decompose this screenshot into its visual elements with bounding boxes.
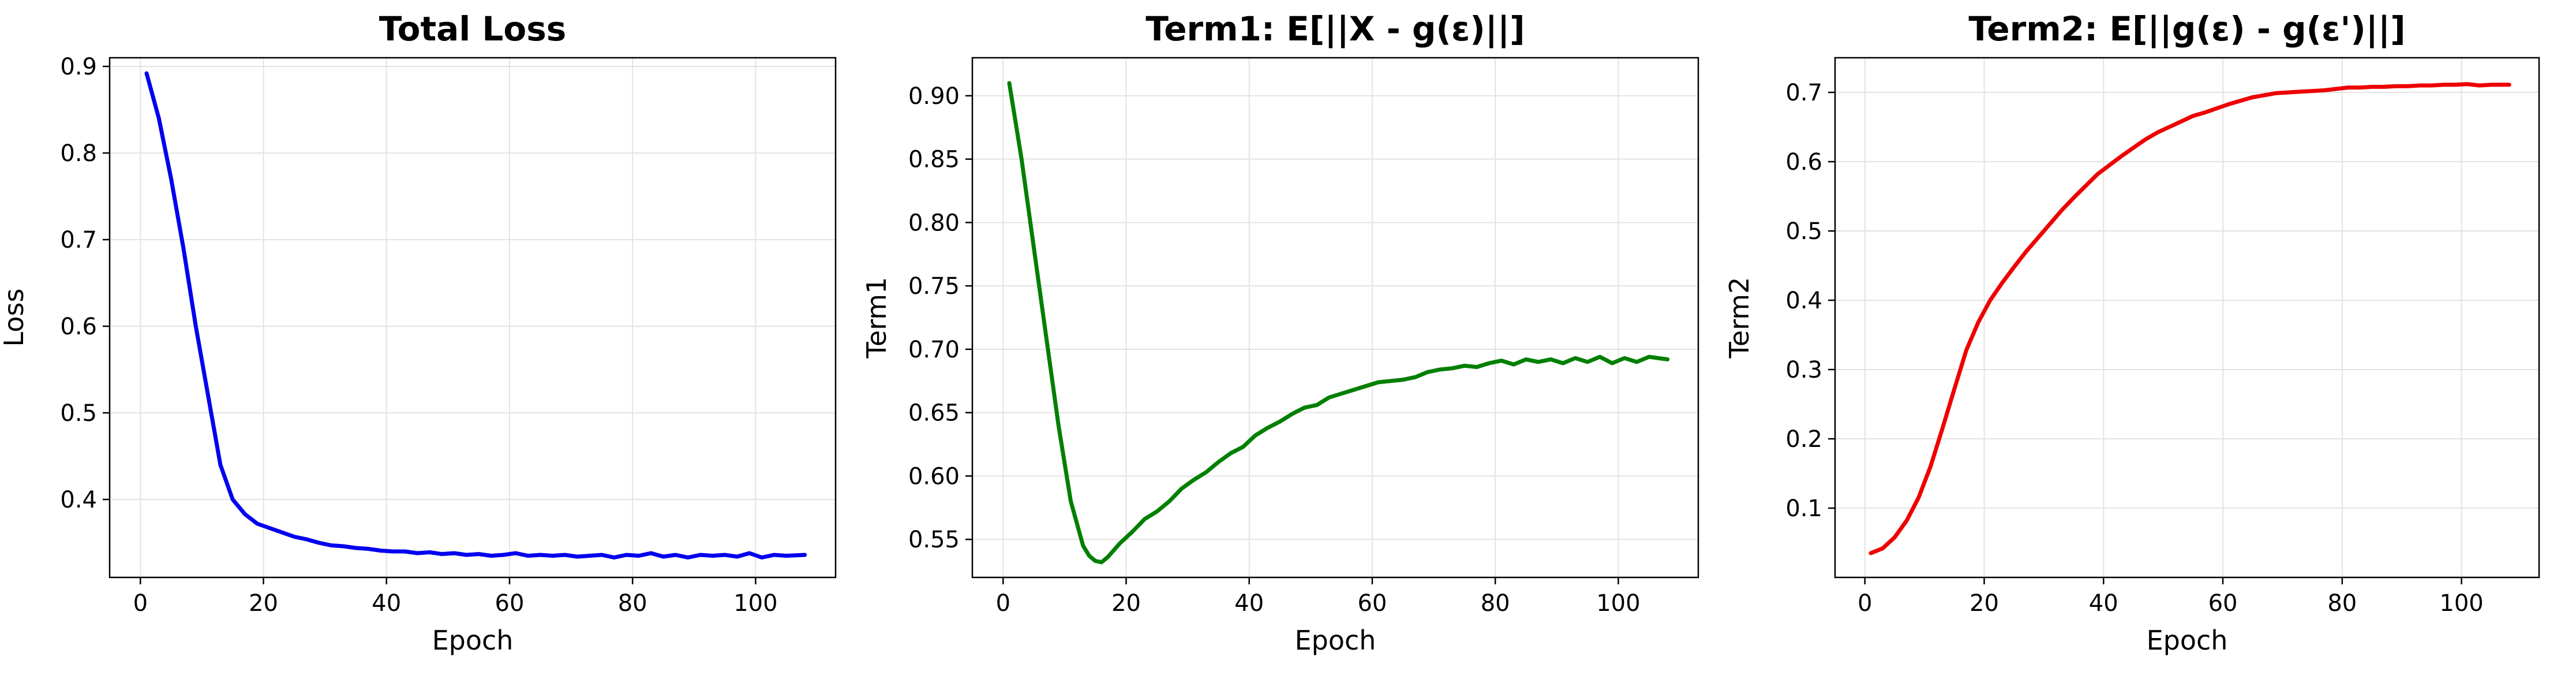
y-tick-label: 0.5	[1785, 218, 1822, 245]
x-tick-label: 60	[495, 590, 525, 617]
y-tick-label: 0.4	[1785, 288, 1822, 314]
y-tick-label: 0.80	[908, 210, 960, 236]
panel-total-loss: Total Loss Epoch Loss 0 20 40 60 80 100 0.4 0.5…	[0, 9, 837, 656]
y-tick-label: 0.1	[1785, 495, 1822, 522]
y-tick-label: 0.2	[1785, 426, 1822, 453]
x-axis-label: Epoch	[2147, 625, 2228, 656]
y-tick-label: 0.7	[1785, 80, 1822, 106]
chart-title: Total Loss	[379, 9, 567, 49]
x-tick-label: 0	[133, 590, 148, 617]
x-tick-label: 40	[2089, 590, 2118, 617]
x-tick-label: 100	[1596, 590, 1640, 617]
grid	[972, 58, 1698, 577]
series-line	[1007, 81, 1670, 565]
series-line	[1869, 82, 2511, 555]
x-tick-label: 80	[1481, 590, 1510, 617]
x-tick-label: 20	[1111, 590, 1141, 617]
axes-frame	[108, 57, 837, 579]
y-tick-label: 0.60	[908, 463, 960, 490]
x-tick-label: 40	[1234, 590, 1264, 617]
y-axis-label: Term1	[861, 277, 892, 359]
y-axis-label: Loss	[0, 289, 29, 347]
chart-title: Term1: E[||X - g(ε)||]	[1145, 9, 1525, 49]
x-axis-label: Epoch	[1295, 625, 1376, 656]
grid	[110, 58, 836, 577]
x-tick-label: 20	[249, 590, 278, 617]
y-axis-label: Term2	[1724, 277, 1755, 359]
x-tick-label: 80	[618, 590, 647, 617]
y-tick-label: 0.75	[908, 273, 960, 300]
y-tick-label: 0.5	[60, 400, 97, 427]
y-tick-label: 0.65	[908, 400, 960, 427]
y-tick-label: 0.55	[908, 527, 960, 553]
y-tick-label: 0.4	[60, 487, 97, 513]
axes-frame	[1834, 57, 2540, 579]
x-axis-label: Epoch	[432, 625, 514, 656]
x-tick-label: 60	[1358, 590, 1387, 617]
y-tick-label: 0.85	[908, 147, 960, 173]
panel-term1: Term1: E[||X - g(ε)||] Epoch Term1 0 20 40…	[861, 9, 1699, 656]
y-tick-label: 0.6	[60, 314, 97, 340]
series-line	[144, 71, 807, 560]
x-tick-label: 20	[1970, 590, 1999, 617]
grid	[1835, 58, 2539, 577]
y-tick-label: 0.3	[1785, 357, 1822, 383]
y-tick-label: 0.9	[60, 54, 97, 80]
x-tick-label: 100	[2439, 590, 2483, 617]
chart-title: Term2: E[||g(ε) - g(ε')||]	[1968, 9, 2405, 49]
x-tick-label: 0	[1858, 590, 1872, 617]
x-tick-label: 60	[2208, 590, 2238, 617]
axes-frame	[971, 57, 1699, 579]
y-tick-label: 0.8	[60, 140, 97, 167]
panel-term2: Term2: E[||g(ε) - g(ε')||] Epoch Term2 0…	[1724, 9, 2540, 656]
x-tick-label: 80	[2327, 590, 2357, 617]
x-tick-label: 100	[733, 590, 777, 617]
y-tick-label: 0.6	[1785, 149, 1822, 176]
y-tick-label: 0.7	[60, 227, 97, 253]
x-tick-label: 40	[372, 590, 401, 617]
x-tick-label: 0	[996, 590, 1010, 617]
y-tick-label: 0.70	[908, 337, 960, 363]
y-tick-label: 0.90	[908, 83, 960, 110]
